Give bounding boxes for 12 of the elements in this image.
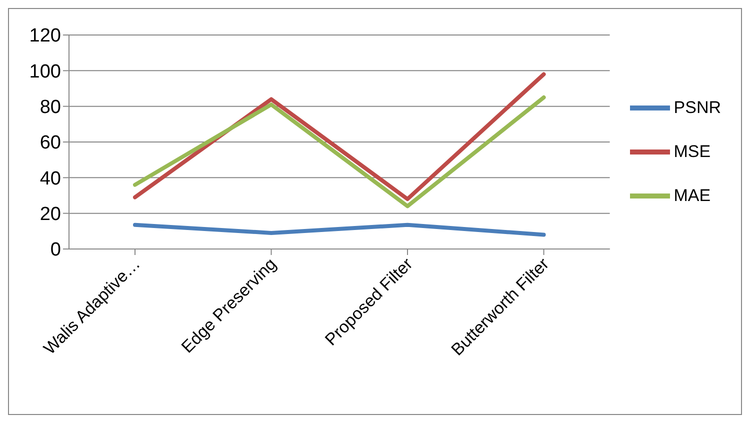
legend-label: MAE: [674, 186, 711, 204]
y-tick-label: 100: [29, 61, 61, 82]
y-tick-label: 60: [40, 132, 61, 154]
legend-label: PSNR: [674, 98, 721, 116]
line-series: [133, 72, 546, 202]
y-tick-label: 0: [50, 240, 61, 261]
y-tick-label: 80: [40, 97, 61, 118]
line-series: [133, 95, 546, 208]
y-tick-label: 120: [29, 26, 61, 47]
y-tick-label: 40: [40, 168, 61, 190]
legend-label: MSE: [674, 142, 711, 160]
y-tick-label: 20: [40, 204, 61, 226]
